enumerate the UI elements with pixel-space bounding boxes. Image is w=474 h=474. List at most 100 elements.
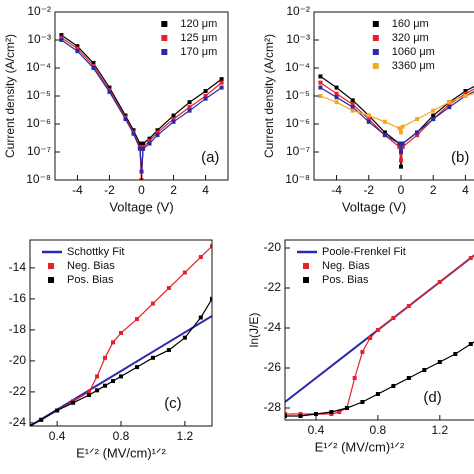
point — [318, 74, 323, 79]
series-line — [30, 298, 212, 426]
point — [437, 360, 442, 364]
y-tick-label: 10⁻⁷ — [27, 144, 51, 158]
point — [71, 400, 76, 405]
point — [75, 46, 80, 51]
point — [366, 119, 371, 124]
series-line — [285, 254, 474, 403]
series-line — [285, 341, 474, 417]
point — [171, 117, 176, 122]
point — [166, 348, 171, 353]
point — [150, 301, 155, 306]
y-tick-label: -18 — [9, 322, 27, 336]
legend-label: Poole-Frenkel Fit — [322, 246, 406, 258]
point — [131, 131, 136, 136]
x-tick-label: 2 — [430, 183, 437, 197]
legend-swatch — [161, 35, 168, 41]
x-tick-label: 0 — [398, 183, 405, 197]
legend-label: 320 μm — [392, 32, 429, 44]
point — [406, 376, 411, 380]
point — [39, 417, 44, 422]
y-tick-label: 10⁻³ — [27, 32, 51, 46]
point — [95, 388, 100, 393]
point — [219, 80, 224, 85]
panel-label: (b) — [451, 149, 469, 166]
point — [141, 146, 146, 151]
point — [463, 89, 468, 94]
point — [360, 350, 365, 354]
point — [397, 145, 402, 150]
y-tick-label: 10⁻⁸ — [26, 172, 51, 186]
point — [397, 141, 402, 146]
legend-swatch — [48, 277, 54, 283]
point — [415, 130, 420, 135]
point — [103, 383, 108, 388]
point — [397, 126, 402, 131]
point — [337, 410, 342, 414]
point — [350, 102, 355, 107]
plot-area — [59, 33, 224, 180]
point — [399, 158, 403, 163]
point — [366, 113, 371, 118]
point — [437, 280, 442, 284]
y-tick-label: 10⁻² — [286, 4, 310, 18]
point — [182, 335, 187, 340]
point — [123, 117, 128, 122]
x-tick-label: 1.2 — [431, 423, 448, 437]
x-tick-label: -2 — [363, 183, 374, 197]
point — [155, 128, 160, 133]
x-tick-label: 0 — [138, 183, 145, 197]
y-tick-label: -24 — [264, 320, 282, 334]
x-axis-label: Voltage (V) — [109, 199, 173, 214]
plot-area — [318, 74, 474, 169]
legend-swatch — [372, 35, 379, 41]
y-tick-label: -24 — [9, 415, 27, 429]
point — [91, 63, 96, 68]
legend-label: Schottky Fit — [67, 246, 124, 258]
point — [75, 44, 80, 49]
point — [350, 108, 355, 113]
plot-area — [30, 244, 212, 426]
point — [187, 108, 192, 113]
point — [103, 355, 108, 360]
point — [139, 169, 144, 174]
legend-label: Neg. Bias — [67, 260, 115, 272]
point — [399, 150, 403, 154]
y-tick-label: 10⁻² — [27, 4, 51, 18]
point — [368, 336, 373, 340]
point — [187, 100, 192, 105]
legend-label: 3360 μm — [392, 60, 435, 72]
y-tick-label: 10⁻⁶ — [26, 116, 51, 130]
point — [447, 100, 452, 105]
point — [399, 130, 403, 135]
y-tick-label: 10⁻⁶ — [285, 116, 310, 130]
y-tick-label: 10⁻⁴ — [26, 60, 51, 74]
y-tick-label: 10⁻⁴ — [285, 60, 310, 74]
x-axis-label: Voltage (V) — [342, 199, 406, 214]
point — [107, 89, 112, 94]
point — [334, 100, 339, 105]
legend-swatch — [161, 21, 168, 27]
y-tick-label: -20 — [264, 240, 282, 254]
point — [285, 414, 287, 418]
point — [95, 374, 100, 379]
x-axis-label: E¹ᐟ² (MV/cm)¹ᐟ² — [76, 445, 166, 460]
point — [59, 33, 64, 38]
series-line — [30, 315, 212, 426]
legend-label: 1060 μm — [392, 46, 435, 58]
point — [198, 315, 203, 320]
point — [463, 94, 468, 98]
point — [134, 365, 139, 370]
point — [91, 61, 96, 66]
point — [329, 410, 334, 414]
y-tick-label: -22 — [9, 384, 27, 398]
point — [431, 108, 436, 113]
panel-label: (a) — [201, 149, 219, 166]
y-tick-label: 10⁻³ — [286, 32, 310, 46]
y-axis-label: ln(J/E) — [247, 313, 261, 348]
point — [182, 270, 187, 275]
point — [203, 94, 208, 98]
point — [119, 374, 123, 379]
point — [334, 91, 339, 96]
point — [298, 414, 303, 418]
